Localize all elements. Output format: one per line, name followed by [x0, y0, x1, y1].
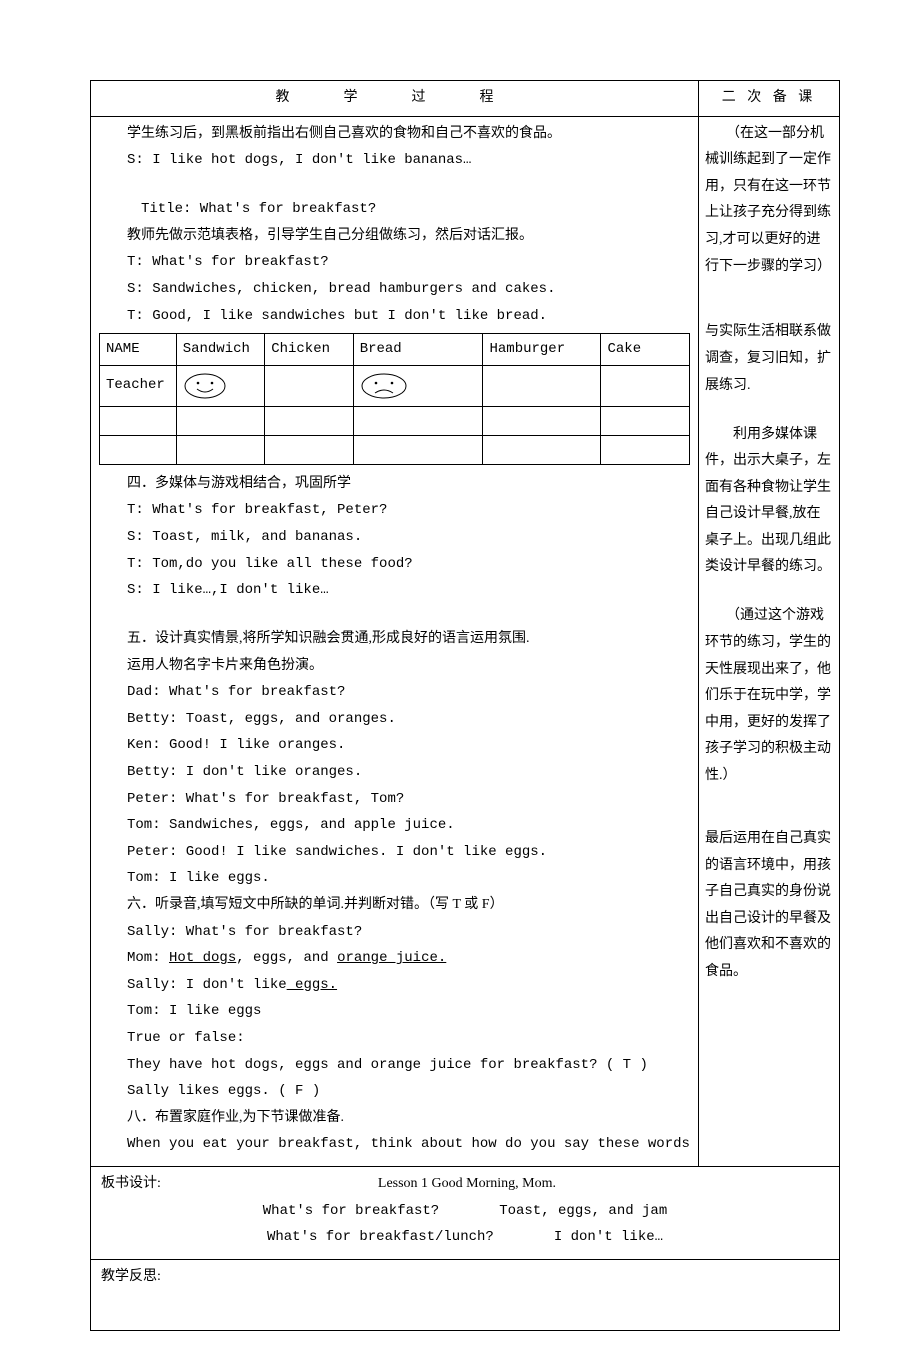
underline: eggs.: [287, 977, 337, 993]
table-row: NAME Sandwich Chicken Bread Hamburger Ca…: [100, 334, 690, 366]
side-note: （通过这个游戏环节的练习，学生的天性展现出来了，他们乐于在玩中学，学中用，更好的…: [705, 603, 833, 789]
line-sally: Sally: I don't like eggs.: [99, 972, 690, 999]
board-a2: I don't like…: [554, 1224, 663, 1251]
header-row: 教 学 过 程 二 次 备 课: [91, 81, 839, 117]
line: T: What's for breakfast?: [99, 249, 690, 276]
smile-face-icon: [183, 372, 227, 400]
reflection-label: 教学反思:: [101, 1269, 161, 1284]
line: When you eat your breakfast, think about…: [99, 1131, 690, 1158]
td: [265, 365, 354, 406]
line: Title: What's for breakfast?: [99, 196, 690, 223]
th-hamburger: Hamburger: [483, 334, 601, 366]
line: S: I like…,I don't like…: [99, 577, 690, 604]
board-a1: Toast, eggs, and jam: [499, 1198, 667, 1225]
line: Tom: I like eggs: [99, 998, 690, 1025]
line: Dad: What's for breakfast?: [99, 679, 690, 706]
side-note: 与实际生活相联系做调查，复习旧知，扩展练习.: [705, 319, 833, 399]
td-teacher: Teacher: [100, 365, 177, 406]
line: Sally likes eggs. ( F ): [99, 1078, 690, 1105]
reflection-row: 教学反思:: [91, 1260, 839, 1331]
txt: , eggs, and: [236, 950, 337, 966]
body-row: 学生练习后，到黑板前指出右侧自己喜欢的食物和自己不喜欢的食品。 S: I lik…: [91, 117, 839, 1167]
line: 学生练习后，到黑板前指出右侧自己喜欢的食物和自己不喜欢的食品。: [99, 121, 690, 148]
line: T: Good, I like sandwiches but I don't l…: [99, 303, 690, 330]
line: 四．多媒体与游戏相结合，巩固所学: [99, 471, 690, 498]
td-smile: [176, 365, 265, 406]
th-sandwich: Sandwich: [176, 334, 265, 366]
line: S: Toast, milk, and bananas.: [99, 524, 690, 551]
line: True or false:: [99, 1025, 690, 1052]
sad-face-icon: [360, 372, 408, 400]
line: Ken: Good! I like oranges.: [99, 732, 690, 759]
line: Tom: Sandwiches, eggs, and apple juice.: [99, 812, 690, 839]
side-note: 最后运用在自己真实的语言环境中，用孩子自己真实的身份说出自己设计的早餐及他们喜欢…: [705, 826, 833, 986]
line: Sally: What's for breakfast?: [99, 919, 690, 946]
line: 六．听录音,填写短文中所缺的单词.并判断对错。（写 T 或 F）: [99, 892, 690, 919]
line: 运用人物名字卡片来角色扮演。: [99, 653, 690, 680]
side-note: （在这一部分机械训练起到了一定作用，只有在这一环节上让孩子充分得到练习,才可以更…: [705, 121, 833, 281]
th-chicken: Chicken: [265, 334, 354, 366]
line: T: What's for breakfast, Peter?: [99, 497, 690, 524]
board-title: Lesson 1 Good Morning, Mom.: [378, 1176, 556, 1191]
underline: orange juice.: [337, 950, 446, 966]
td: [601, 365, 690, 406]
underline: Hot dogs: [169, 950, 236, 966]
header-main: 教 学 过 程: [91, 81, 699, 116]
line: 八．布置家庭作业,为下节课做准备.: [99, 1105, 690, 1132]
survey-table: NAME Sandwich Chicken Bread Hamburger Ca…: [99, 333, 690, 465]
side-column: （在这一部分机械训练起到了一定作用，只有在这一环节上让孩子充分得到练习,才可以更…: [699, 117, 839, 1166]
table-row: Teacher: [100, 365, 690, 406]
th-bread: Bread: [353, 334, 483, 366]
line: 教师先做示范填表格，引导学生自己分组做练习，然后对话汇报。: [99, 223, 690, 250]
header-side: 二 次 备 课: [699, 81, 839, 116]
line: They have hot dogs, eggs and orange juic…: [99, 1052, 690, 1079]
txt: Sally: I don't like: [127, 977, 287, 993]
line-mom: Mom: Hot dogs, eggs, and orange juice.: [99, 945, 690, 972]
th-name: NAME: [100, 334, 177, 366]
board-line-2: What's for breakfast/lunch? I don't like…: [101, 1224, 829, 1251]
line: T: Tom,do you like all these food?: [99, 551, 690, 578]
th-cake: Cake: [601, 334, 690, 366]
line: 五．设计真实情景,将所学知识融会贯通,形成良好的语言运用氛围.: [99, 626, 690, 653]
txt: Mom:: [127, 950, 169, 966]
line: Peter: What's for breakfast, Tom?: [99, 786, 690, 813]
board-q1: What's for breakfast?: [263, 1198, 439, 1225]
line: Betty: Toast, eggs, and oranges.: [99, 706, 690, 733]
main-column: 学生练习后，到黑板前指出右侧自己喜欢的食物和自己不喜欢的食品。 S: I lik…: [91, 117, 699, 1166]
board-line-1: What's for breakfast? Toast, eggs, and j…: [101, 1198, 829, 1225]
line: S: Sandwiches, chicken, bread hamburgers…: [99, 276, 690, 303]
line: Betty: I don't like oranges.: [99, 759, 690, 786]
td: [483, 365, 601, 406]
lesson-plan-table: 教 学 过 程 二 次 备 课 学生练习后，到黑板前指出右侧自己喜欢的食物和自己…: [90, 80, 840, 1331]
board-label: 板书设计: Lesson 1 Good Morning, Mom.: [101, 1171, 829, 1198]
table-row: [100, 406, 690, 435]
board-label-text: 板书设计:: [101, 1176, 161, 1191]
table-row: [100, 435, 690, 464]
board-q2: What's for breakfast/lunch?: [267, 1224, 494, 1251]
line: Tom: I like eggs.: [99, 865, 690, 892]
side-note: 利用多媒体课件，出示大桌子，左面有各种食物让学生自己设计早餐,放在桌子上。出现几…: [705, 422, 833, 582]
td-sad: [353, 365, 483, 406]
board-design-row: 板书设计: Lesson 1 Good Morning, Mom. What's…: [91, 1167, 839, 1260]
line: S: I like hot dogs, I don't like bananas…: [99, 147, 690, 174]
line: Peter: Good! I like sandwiches. I don't …: [99, 839, 690, 866]
